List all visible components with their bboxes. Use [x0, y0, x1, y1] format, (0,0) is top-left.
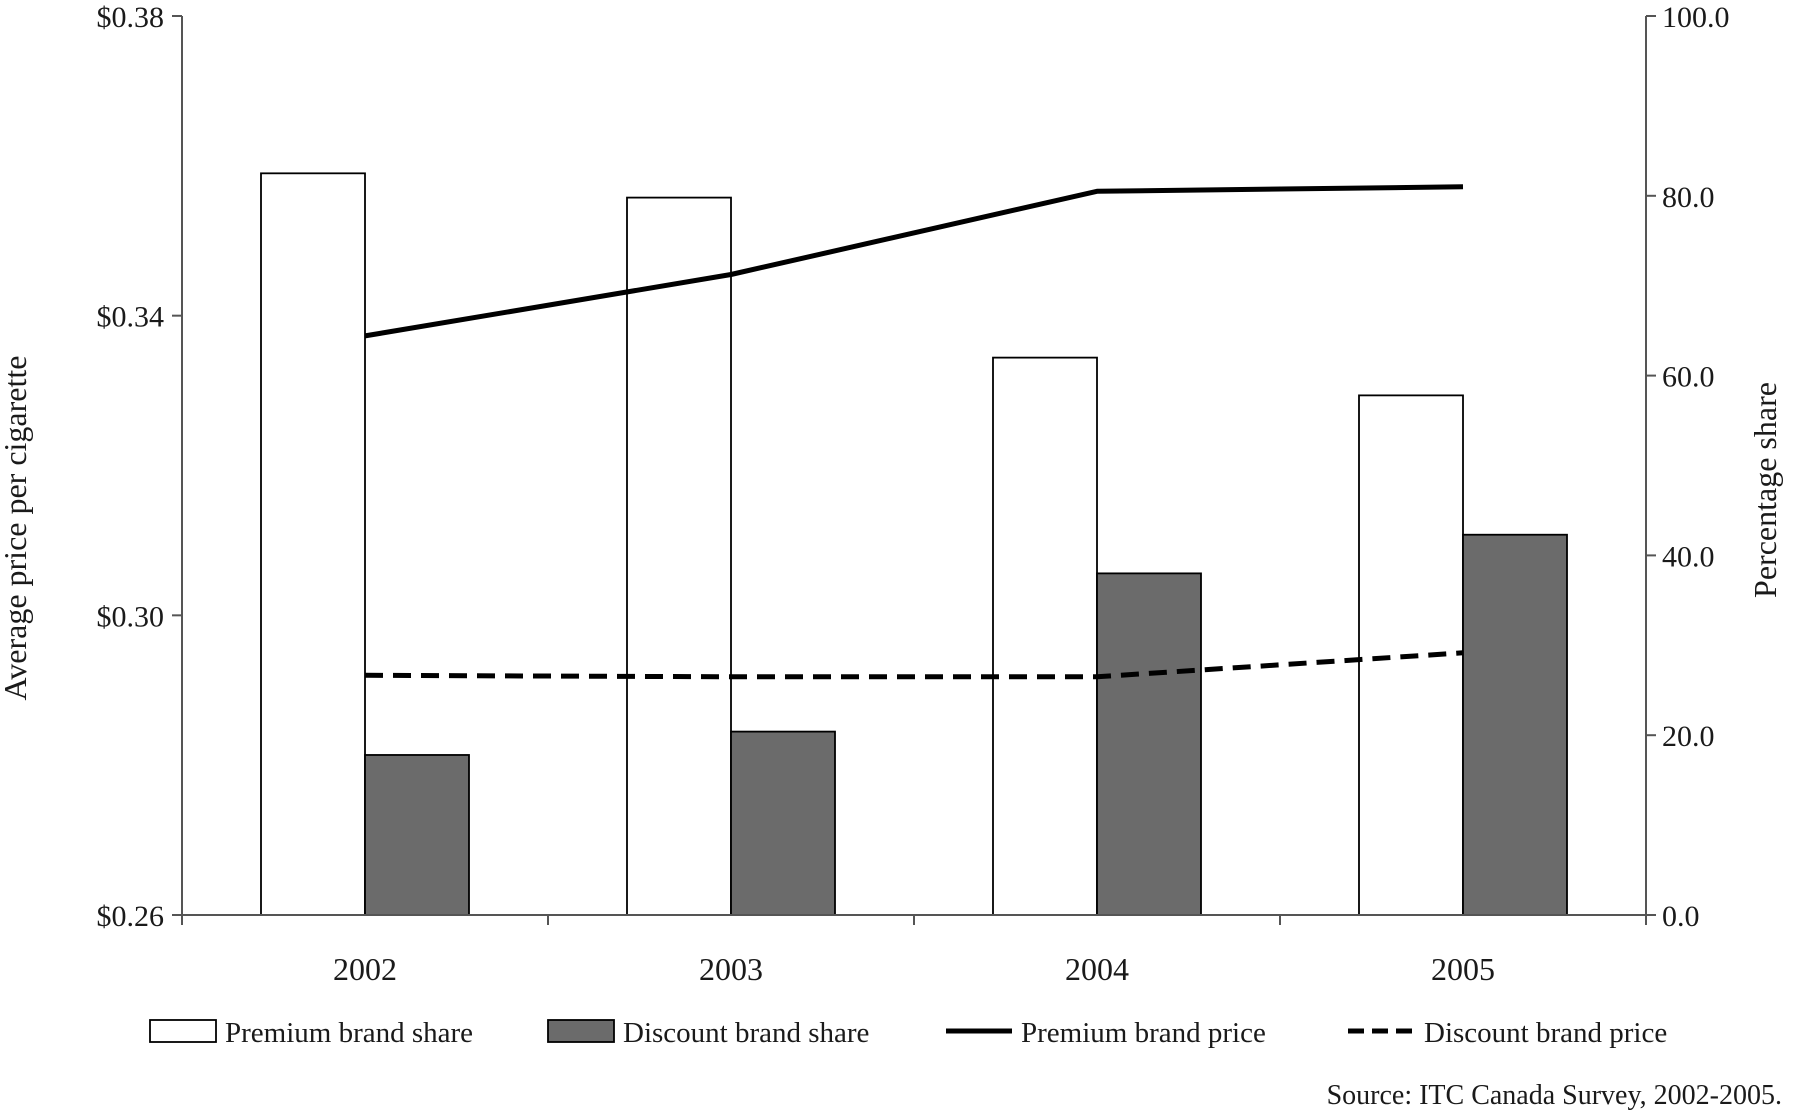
- left-axis-title: Average price per cigarette: [0, 356, 33, 701]
- line-premium-price: [364, 184, 1464, 339]
- left-tick-label: $0.26: [97, 900, 165, 933]
- right-tick-label: 40.0: [1662, 540, 1715, 573]
- line-discount-price: [364, 650, 1464, 680]
- right-axis-title: Percentage share: [1747, 382, 1783, 598]
- bar-discount-share-2002: [364, 754, 470, 916]
- bar-discount-share-2004: [1096, 572, 1202, 916]
- x-tick-label-2004: 2004: [1065, 951, 1129, 987]
- right-tick-label: 20.0: [1662, 720, 1715, 753]
- left-tick-label: $0.38: [97, 1, 165, 34]
- left-tick-label: $0.34: [97, 301, 165, 334]
- legend-premium-share-swatch: [149, 1019, 217, 1043]
- x-tick-label-2003: 2003: [699, 951, 763, 987]
- x-tick-label-2002: 2002: [333, 951, 397, 987]
- bar-discount-share-2005: [1462, 533, 1568, 916]
- right-tick-label: 0.0: [1662, 900, 1700, 933]
- right-tick-label: 60.0: [1662, 361, 1715, 394]
- left-tick-label: $0.30: [97, 600, 165, 633]
- plot-area: $0.26 $0.30 $0.34 $0.38 0.0 20.0 40.0 60.0 80.0 1…: [97, 1, 1730, 987]
- legend-premium-price-label: Premium brand price: [1021, 1017, 1266, 1049]
- legend-discount-price-label: Discount brand price: [1424, 1017, 1667, 1049]
- bar-discount-share-2003: [730, 730, 836, 916]
- right-tick-label: 100.0: [1662, 1, 1730, 34]
- legend-premium-share-label: Premium brand share: [225, 1017, 473, 1049]
- source-note: Source: ITC Canada Survey, 2002-2005.: [1327, 1080, 1782, 1111]
- bar-premium-share-2004: [992, 356, 1098, 916]
- x-tick-label-2005: 2005: [1431, 951, 1495, 987]
- legend: Premium brand share Discount brand share P…: [149, 1017, 1667, 1049]
- bar-premium-share-2003: [626, 196, 732, 916]
- legend-discount-share-label: Discount brand share: [623, 1017, 869, 1049]
- legend-discount-share-swatch: [547, 1019, 615, 1043]
- bar-premium-share-2002: [260, 172, 366, 916]
- right-tick-label: 80.0: [1662, 181, 1715, 214]
